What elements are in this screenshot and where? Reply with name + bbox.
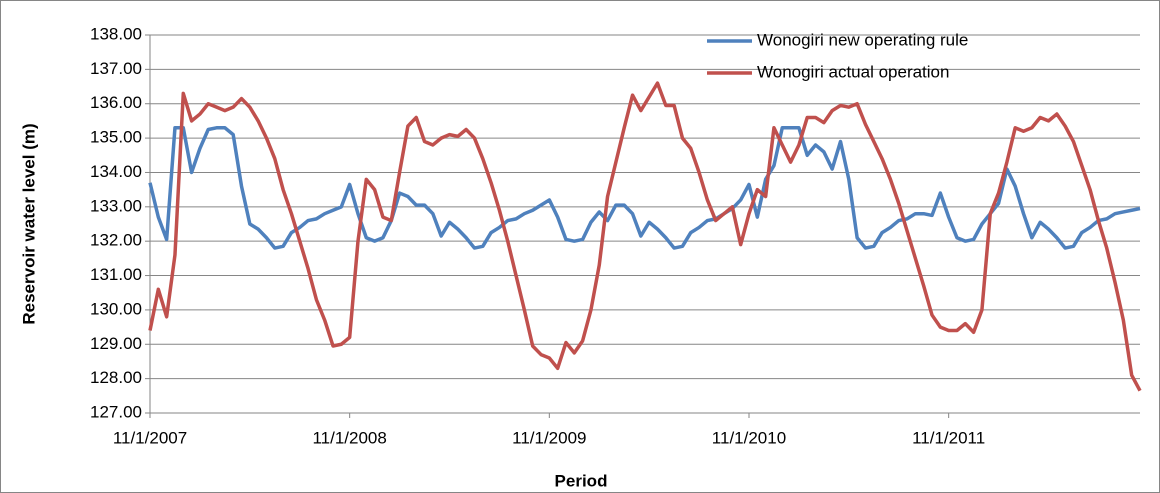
- x-axis-title: Period: [555, 471, 608, 490]
- series-line: [148, 81, 1142, 392]
- y-tick-label: 133.00: [90, 196, 142, 215]
- y-tick-label: 127.00: [90, 402, 142, 421]
- y-tick-label: 131.00: [90, 265, 142, 284]
- series-line: [148, 126, 1141, 250]
- y-tick-label: 130.00: [90, 299, 142, 318]
- legend-label: Wonogiri new operating rule: [757, 30, 968, 49]
- x-tick-label: 11/1/2010: [712, 428, 786, 447]
- y-tick-label: 135.00: [90, 128, 142, 147]
- x-tick-label: 11/1/2009: [512, 428, 586, 447]
- x-tick-label: 11/1/2011: [912, 428, 985, 447]
- legend-label: Wonogiri actual operation: [757, 62, 949, 81]
- y-tick-label: 138.00: [90, 24, 142, 43]
- y-tick-label: 136.00: [90, 93, 142, 112]
- y-tick-label: 134.00: [90, 162, 142, 181]
- x-tick-label: 11/1/2008: [312, 428, 386, 447]
- y-tick-label: 137.00: [90, 59, 142, 78]
- y-tick-label: 132.00: [90, 231, 142, 250]
- x-tick-label: 11/1/2007: [113, 428, 187, 447]
- y-axis-title: Reservoir water level (m): [19, 123, 38, 324]
- y-tick-label: 128.00: [90, 368, 142, 387]
- y-tick-label: 129.00: [90, 334, 142, 353]
